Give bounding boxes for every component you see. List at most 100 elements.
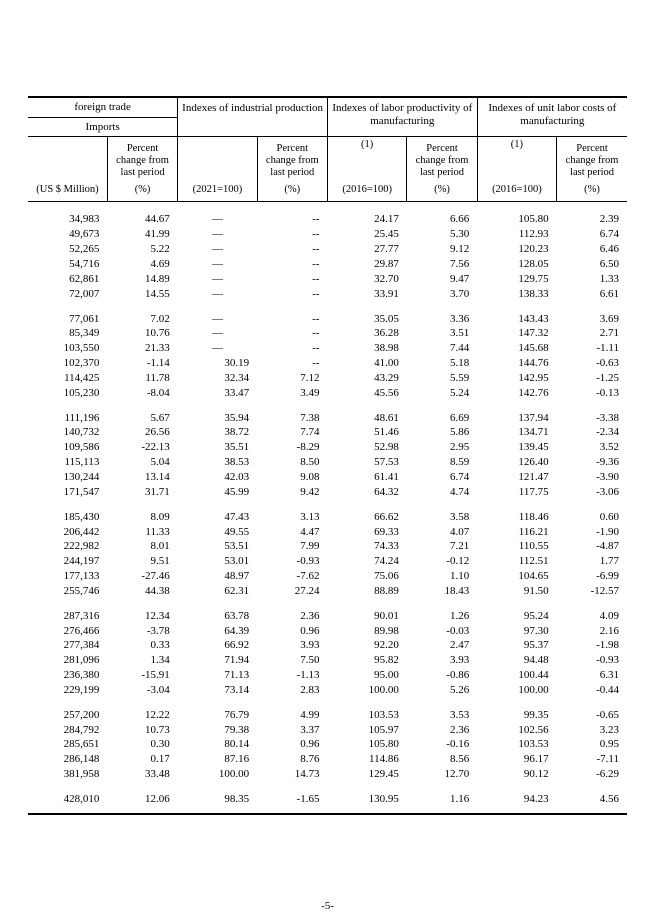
cell: 7.74 [257, 425, 327, 440]
cell: 7.12 [257, 371, 327, 386]
unit-col3: (2021=100) [178, 181, 257, 202]
cell: -0.93 [557, 653, 627, 668]
cell: 0.60 [557, 510, 627, 525]
cell: 171,547 [28, 485, 107, 500]
cell: 11.33 [107, 525, 177, 540]
table-row: 255,74644.3862.3127.2488.8918.4391.50-12… [28, 584, 627, 599]
cell: 5.86 [407, 425, 477, 440]
cell: 75.06 [327, 569, 406, 584]
table-row: 114,42511.7832.347.1243.295.59142.95-1.2… [28, 371, 627, 386]
cell: 7.99 [257, 539, 327, 554]
cell: 276,466 [28, 624, 107, 639]
cell: 92.20 [327, 638, 406, 653]
cell: 100.00 [178, 767, 257, 782]
hdr-unit-labor-costs-text: Indexes of unit labor costs of manufactu… [488, 102, 616, 127]
cell: 74.33 [327, 539, 406, 554]
cell: 62,861 [28, 272, 107, 287]
cell: 6.66 [407, 212, 477, 227]
cell: 139.45 [477, 440, 556, 455]
unit-col1: (US $ Million) [28, 181, 107, 202]
cell: -- [257, 257, 327, 272]
cell: 6.74 [407, 470, 477, 485]
pct-l1-a: Percent [127, 143, 159, 154]
cell: 285,651 [28, 737, 107, 752]
table-row: 140,73226.5638.727.7451.465.86134.71-2.3… [28, 425, 627, 440]
cell: 5.04 [107, 455, 177, 470]
cell: -0.44 [557, 683, 627, 698]
cell: 112.93 [477, 227, 556, 242]
table-row: 72,00714.55—--33.913.70138.336.61 [28, 287, 627, 302]
cell: 6.74 [557, 227, 627, 242]
hdr-unit-labor-costs: Indexes of unit labor costs of manufactu… [477, 97, 627, 137]
pct-l1-d: Percent [576, 143, 608, 154]
cell: 8.09 [107, 510, 177, 525]
cell: 94.23 [477, 792, 556, 807]
cell: 104.65 [477, 569, 556, 584]
hdr-col1-blank [28, 137, 107, 182]
hdr-col7-blank [477, 173, 556, 182]
cell: 3.36 [407, 312, 477, 327]
cell: 4.69 [107, 257, 177, 272]
cell: 27.24 [257, 584, 327, 599]
cell: 52,265 [28, 242, 107, 257]
table-row: 236,380-15.9171.13-1.1395.00-0.86100.446… [28, 668, 627, 683]
hdr-col7-note: (1) [477, 137, 556, 173]
pct-l2-b: change from [266, 155, 319, 166]
cell: 129.45 [327, 767, 406, 782]
unit-col4: (%) [257, 181, 327, 202]
cell: 0.96 [257, 624, 327, 639]
cell: 42.03 [178, 470, 257, 485]
cell: 4.74 [407, 485, 477, 500]
cell: 103.53 [477, 737, 556, 752]
cell: 12.22 [107, 708, 177, 723]
table-row: 185,4308.0947.433.1366.623.58118.460.60 [28, 510, 627, 525]
cell: -1.65 [257, 792, 327, 807]
hdr-industrial-production: Indexes of industrial production [178, 97, 328, 137]
cell: 2.95 [407, 440, 477, 455]
cell: 38.98 [327, 341, 406, 356]
table-row: 222,9828.0153.517.9974.337.21110.55-4.87 [28, 539, 627, 554]
cell: 38.72 [178, 425, 257, 440]
unit-col2: (%) [107, 181, 177, 202]
table-row: 277,3840.3366.923.9392.202.4795.37-1.98 [28, 638, 627, 653]
cell: 90.12 [477, 767, 556, 782]
cell: 66.92 [178, 638, 257, 653]
table-row: 111,1965.6735.947.3848.616.69137.94-3.38 [28, 411, 627, 426]
cell: 4.99 [257, 708, 327, 723]
cell: -3.78 [107, 624, 177, 639]
cell: 4.09 [557, 609, 627, 624]
cell: 74.24 [327, 554, 406, 569]
cell: 100.44 [477, 668, 556, 683]
cell: 229,199 [28, 683, 107, 698]
cell: 88.89 [327, 584, 406, 599]
table-body: 34,98344.67—--24.176.66105.802.3949,6734… [28, 202, 627, 814]
table-row: 281,0961.3471.947.5095.823.9394.48-0.93 [28, 653, 627, 668]
cell: -6.99 [557, 569, 627, 584]
hdr-imports: Imports [28, 117, 178, 137]
cell: 5.22 [107, 242, 177, 257]
cell: 3.23 [557, 723, 627, 738]
table-row: 229,199-3.0473.142.83100.005.26100.00-0.… [28, 683, 627, 698]
cell: -7.62 [257, 569, 327, 584]
cell: 3.93 [407, 653, 477, 668]
cell: 100.00 [477, 683, 556, 698]
cell: 38.53 [178, 455, 257, 470]
cell: 12.06 [107, 792, 177, 807]
cell: 111,196 [28, 411, 107, 426]
cell: 129.75 [477, 272, 556, 287]
cell: -0.65 [557, 708, 627, 723]
cell: 95.37 [477, 638, 556, 653]
cell: — [178, 242, 257, 257]
pct-l2-c: change from [416, 155, 469, 166]
cell: 8.01 [107, 539, 177, 554]
cell: 9.51 [107, 554, 177, 569]
cell: -- [257, 312, 327, 327]
cell: 8.59 [407, 455, 477, 470]
cell: 53.01 [178, 554, 257, 569]
data-table: foreign trade Indexes of industrial prod… [28, 96, 627, 815]
pct-l3-a: last period [121, 167, 165, 178]
cell: -1.14 [107, 356, 177, 371]
cell: 97.30 [477, 624, 556, 639]
cell: 71.94 [178, 653, 257, 668]
cell: 105,230 [28, 386, 107, 401]
